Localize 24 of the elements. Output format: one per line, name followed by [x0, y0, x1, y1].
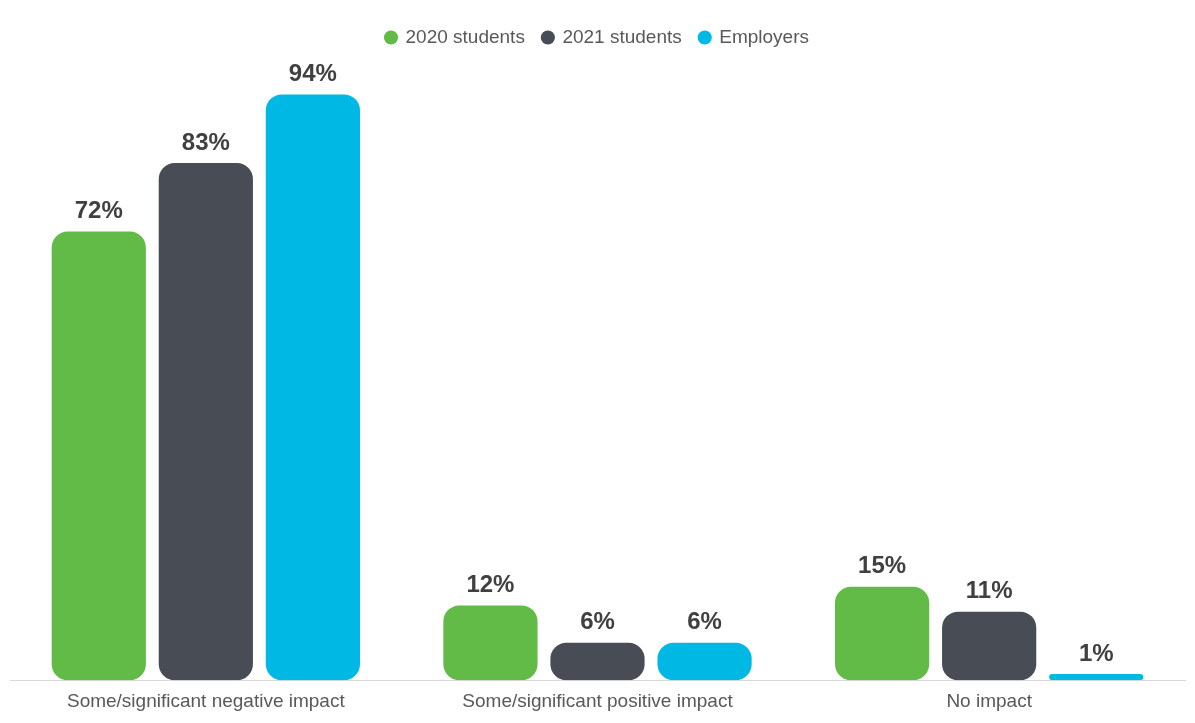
data-label: 15% — [858, 551, 907, 579]
data-label: 6% — [580, 607, 615, 635]
x-tick-label: Some/significant positive impact — [462, 689, 734, 711]
data-label: 94% — [288, 59, 337, 87]
legend-label: 2020 students — [405, 25, 525, 47]
bar — [657, 642, 752, 681]
x-tick-label: No impact — [946, 689, 1033, 711]
legend-label: 2021 students — [562, 25, 682, 47]
data-label: 83% — [181, 127, 230, 155]
bar — [550, 642, 645, 681]
bar — [942, 611, 1037, 681]
legend-label: Employers — [719, 25, 809, 47]
bar — [835, 586, 930, 681]
x-tick-label: Some/significant negative impact — [66, 689, 346, 711]
bar — [1049, 673, 1144, 681]
data-label: 11% — [965, 576, 1013, 604]
data-label: 1% — [1078, 638, 1114, 666]
data-label: 12% — [466, 570, 515, 598]
data-label: 6% — [687, 607, 722, 635]
bar — [158, 162, 253, 681]
bar — [443, 605, 538, 681]
bar — [51, 231, 146, 681]
data-label: 72% — [74, 196, 123, 224]
bar — [265, 94, 360, 681]
